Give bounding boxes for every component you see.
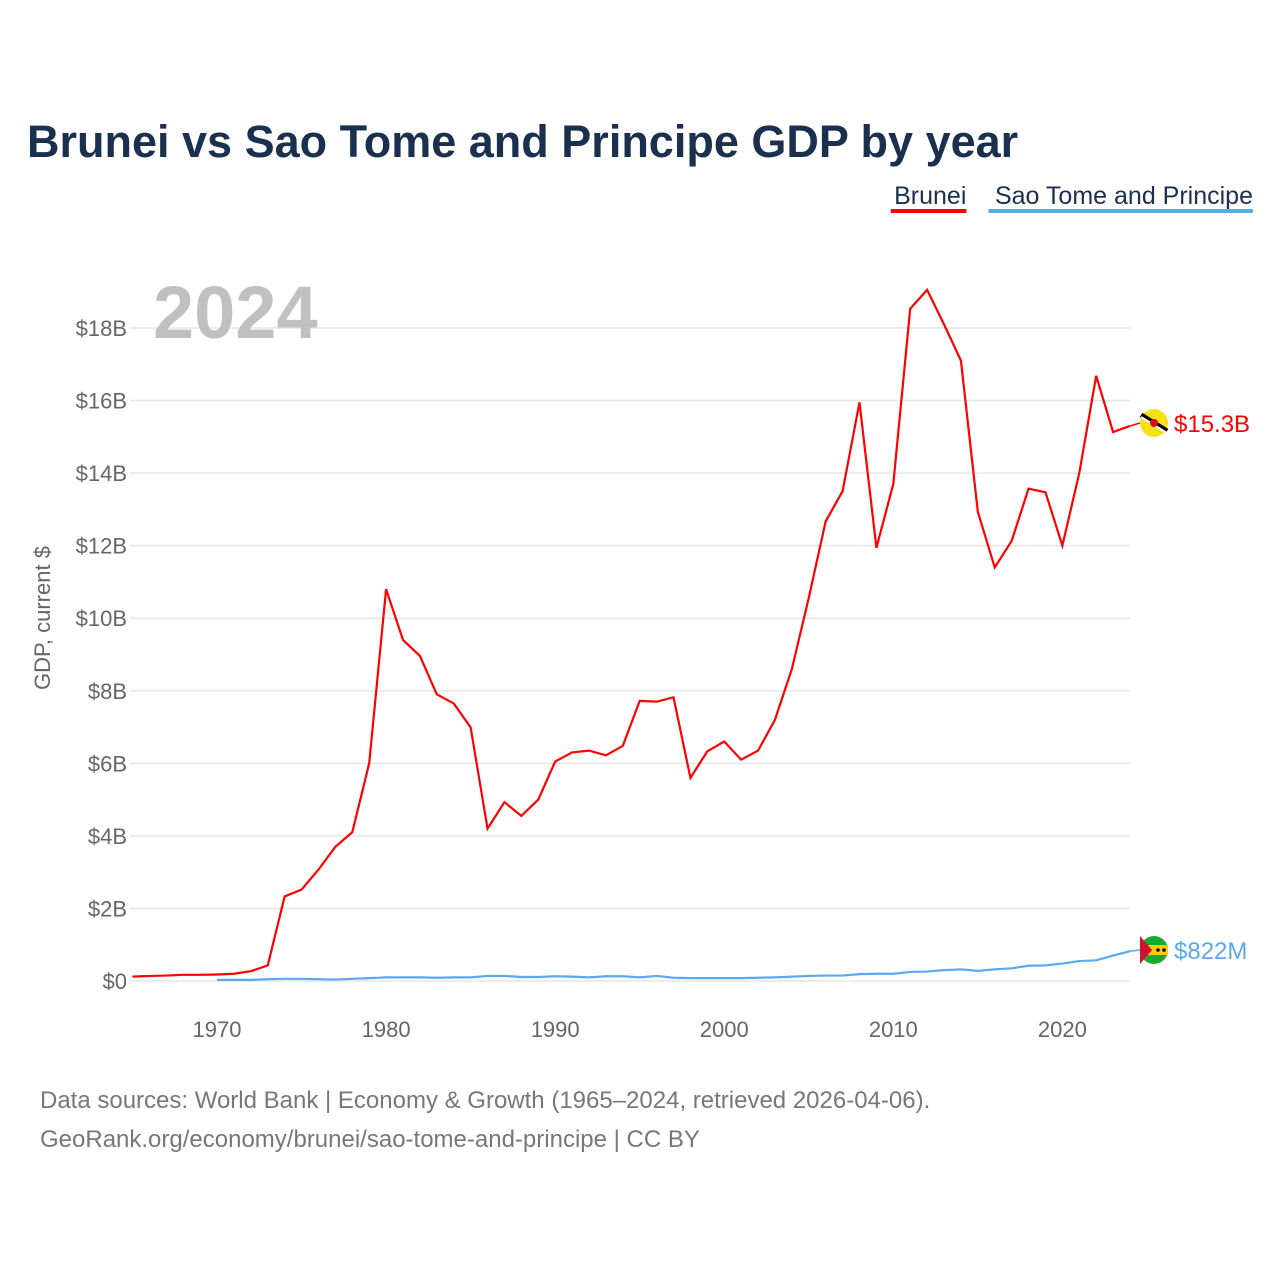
x-ticks: 1970 1980 1990 2000 2010 2020: [193, 1017, 1087, 1042]
y-ticks: $0 $2B $4B $6B $8B $10B $12B $14B $16B $18B: [76, 316, 127, 994]
y-tick-label: $6B: [88, 751, 127, 776]
y-tick-label: $18B: [76, 316, 127, 341]
series-lines: [132, 287, 1131, 982]
legend-label: Brunei: [894, 182, 966, 210]
end-connector: [1129, 422, 1141, 427]
y-tick-label: $14B: [76, 461, 127, 486]
x-tick-label: 2020: [1038, 1017, 1087, 1042]
gridlines: [130, 327, 1130, 982]
chart-title: Brunei vs Sao Tome and Principe GDP by y…: [27, 116, 1018, 167]
end-connector: [1129, 949, 1141, 952]
y-tick-label: $16B: [76, 389, 127, 414]
x-tick-label: 1970: [193, 1017, 242, 1042]
year-watermark: 2024: [153, 271, 318, 354]
legend-item[interactable]: Sao Tome and Principe: [988, 182, 1253, 213]
legend-item[interactable]: Brunei: [890, 182, 967, 213]
legend-label: Sao Tome and Principe: [995, 182, 1253, 210]
end-value-label: $15.3B: [1174, 411, 1250, 438]
source-line-2[interactable]: GeoRank.org/economy/brunei/sao-tome-and-…: [40, 1126, 700, 1153]
x-tick-label: 2000: [700, 1017, 749, 1042]
sao-tome-flag-icon: [1140, 936, 1168, 964]
end-value-label: $822M: [1174, 938, 1247, 965]
y-tick-label: $10B: [76, 606, 127, 631]
series-line-brunei: [132, 287, 1131, 978]
legend-swatch: [890, 209, 967, 213]
y-tick-label: $12B: [76, 534, 127, 559]
legend-swatch: [988, 209, 1253, 213]
y-tick-label: $0: [103, 969, 127, 994]
y-tick-label: $4B: [88, 824, 127, 849]
legend: Sao Tome and Principe Brunei: [890, 182, 1253, 213]
brunei-flag-icon: [1139, 409, 1169, 437]
x-tick-label: 1990: [531, 1017, 580, 1042]
x-tick-label: 1980: [362, 1017, 411, 1042]
y-tick-label: $2B: [88, 896, 127, 921]
y-tick-label: $8B: [88, 679, 127, 704]
x-tick-label: 2010: [869, 1017, 918, 1042]
y-axis-label: GDP, current $: [30, 546, 55, 690]
end-labels: $15.3B $822M: [1129, 409, 1250, 965]
series-line-sao-tome: [217, 950, 1131, 982]
source-line-1: Data sources: World Bank | Economy & Gro…: [40, 1087, 930, 1114]
